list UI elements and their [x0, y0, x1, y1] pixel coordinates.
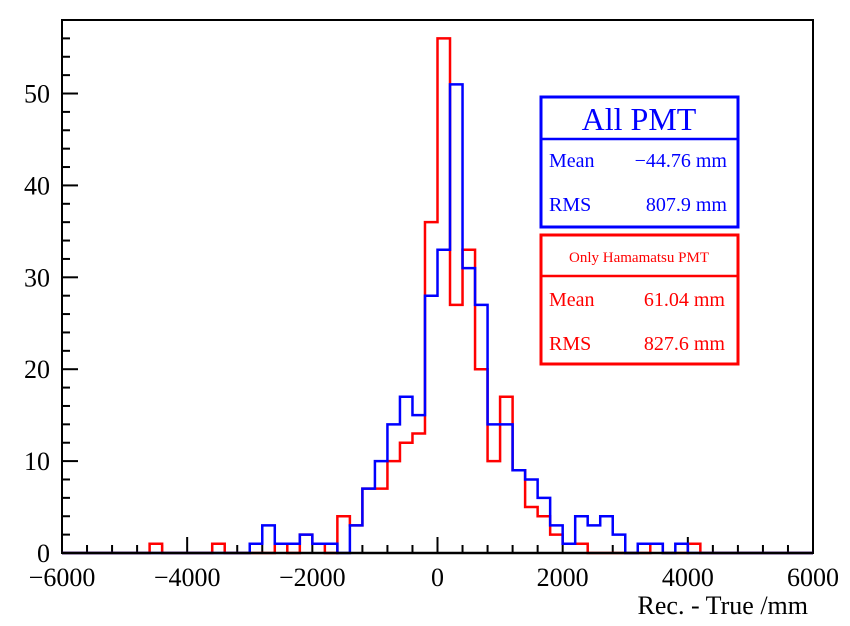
y-axis-ticks	[62, 19, 78, 554]
y-tick-label: 0	[37, 539, 50, 568]
stat-rms-value: 807.9 mm	[646, 194, 728, 216]
x-axis-tick-labels: −6000 −4000 −2000 0 2000 4000 6000	[29, 563, 839, 592]
stat-rms-label: RMS	[549, 194, 591, 216]
y-tick-label: 10	[24, 447, 50, 476]
stat-rms-label: RMS	[549, 333, 591, 355]
series-all-pmt-line	[62, 83, 813, 555]
stat-box-title: Only Hamamatsu PMT	[569, 250, 709, 266]
stat-box-frame	[539, 95, 740, 229]
x-tick-label: 4000	[662, 563, 714, 592]
stat-rms-value: 827.6 mm	[644, 333, 726, 355]
x-tick-label: 6000	[787, 563, 839, 592]
stat-box-hamamatsu-pmt: Only Hamamatsu PMT Mean 61.04 mm RMS 827…	[539, 233, 740, 366]
y-tick-label: 40	[24, 171, 50, 200]
stat-mean-label: Mean	[549, 289, 595, 311]
x-tick-label: 2000	[537, 563, 589, 592]
x-axis-label: Rec. - True /mm	[638, 591, 808, 620]
x-tick-label: −6000	[29, 563, 96, 592]
y-axis-tick-labels: 0 10 20 30 40 50	[24, 80, 50, 568]
y-tick-label: 50	[24, 80, 50, 109]
x-tick-label: −2000	[279, 563, 346, 592]
stat-mean-label: Mean	[549, 150, 595, 172]
stat-box-all-pmt: All PMT Mean −44.76 mm RMS 807.9 mm	[539, 95, 740, 229]
x-tick-label: −4000	[154, 563, 221, 592]
y-tick-label: 20	[24, 355, 50, 384]
x-tick-label: 0	[431, 563, 444, 592]
y-tick-label: 30	[24, 263, 50, 292]
stat-mean-value: 61.04 mm	[644, 289, 726, 311]
stat-box-frame	[539, 233, 740, 366]
stat-box-title: All PMT	[582, 101, 697, 137]
stat-mean-value: −44.76 mm	[635, 150, 728, 172]
